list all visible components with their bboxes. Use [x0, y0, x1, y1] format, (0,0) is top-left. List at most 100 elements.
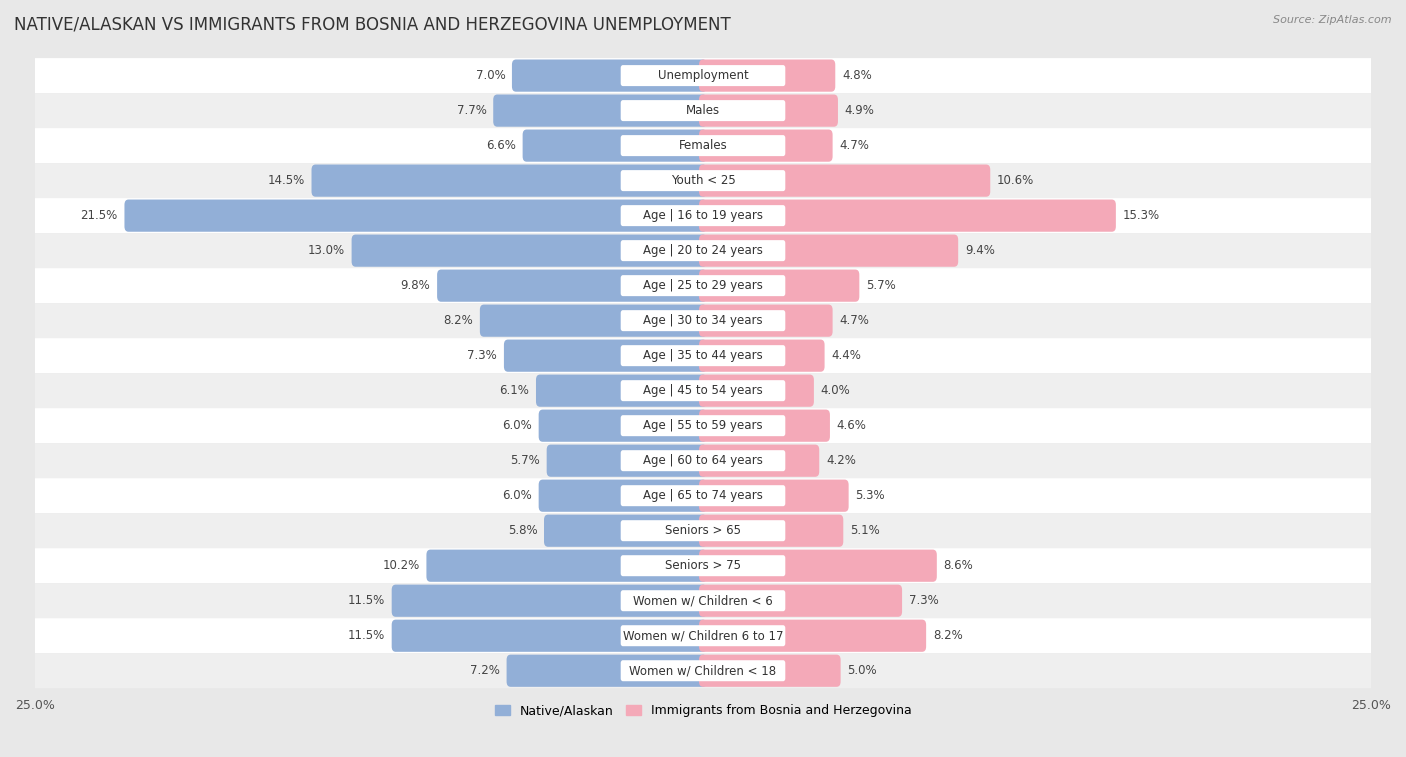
- Text: Age | 55 to 59 years: Age | 55 to 59 years: [643, 419, 763, 432]
- Text: Age | 20 to 24 years: Age | 20 to 24 years: [643, 245, 763, 257]
- FancyBboxPatch shape: [620, 590, 786, 611]
- Text: Women w/ Children < 18: Women w/ Children < 18: [630, 664, 776, 678]
- Text: 4.7%: 4.7%: [839, 314, 869, 327]
- FancyBboxPatch shape: [699, 655, 841, 687]
- Text: 5.0%: 5.0%: [848, 664, 877, 678]
- FancyBboxPatch shape: [35, 163, 1371, 198]
- Text: Seniors > 65: Seniors > 65: [665, 524, 741, 537]
- FancyBboxPatch shape: [620, 240, 786, 261]
- FancyBboxPatch shape: [437, 269, 707, 302]
- Text: 21.5%: 21.5%: [80, 209, 118, 222]
- FancyBboxPatch shape: [699, 95, 838, 126]
- FancyBboxPatch shape: [538, 410, 707, 442]
- Text: Youth < 25: Youth < 25: [671, 174, 735, 187]
- Text: Age | 25 to 29 years: Age | 25 to 29 years: [643, 279, 763, 292]
- Text: Age | 65 to 74 years: Age | 65 to 74 years: [643, 489, 763, 502]
- FancyBboxPatch shape: [699, 620, 927, 652]
- Text: 4.7%: 4.7%: [839, 139, 869, 152]
- FancyBboxPatch shape: [426, 550, 707, 582]
- Text: Age | 30 to 34 years: Age | 30 to 34 years: [643, 314, 763, 327]
- FancyBboxPatch shape: [312, 164, 707, 197]
- FancyBboxPatch shape: [35, 583, 1371, 618]
- Legend: Native/Alaskan, Immigrants from Bosnia and Herzegovina: Native/Alaskan, Immigrants from Bosnia a…: [489, 699, 917, 722]
- Text: 4.9%: 4.9%: [845, 104, 875, 117]
- FancyBboxPatch shape: [536, 375, 707, 407]
- Text: Age | 45 to 54 years: Age | 45 to 54 years: [643, 384, 763, 397]
- Text: 10.2%: 10.2%: [382, 559, 420, 572]
- FancyBboxPatch shape: [35, 93, 1371, 128]
- Text: 7.3%: 7.3%: [908, 594, 939, 607]
- FancyBboxPatch shape: [620, 625, 786, 646]
- Text: Age | 16 to 19 years: Age | 16 to 19 years: [643, 209, 763, 222]
- FancyBboxPatch shape: [35, 338, 1371, 373]
- FancyBboxPatch shape: [35, 408, 1371, 443]
- Text: 7.2%: 7.2%: [470, 664, 501, 678]
- FancyBboxPatch shape: [620, 275, 786, 296]
- FancyBboxPatch shape: [35, 303, 1371, 338]
- Text: 4.6%: 4.6%: [837, 419, 866, 432]
- FancyBboxPatch shape: [35, 478, 1371, 513]
- Text: Males: Males: [686, 104, 720, 117]
- Text: 5.7%: 5.7%: [510, 454, 540, 467]
- Text: 6.0%: 6.0%: [502, 489, 531, 502]
- FancyBboxPatch shape: [35, 233, 1371, 268]
- FancyBboxPatch shape: [620, 555, 786, 576]
- FancyBboxPatch shape: [620, 415, 786, 436]
- Text: 5.8%: 5.8%: [508, 524, 537, 537]
- FancyBboxPatch shape: [699, 410, 830, 442]
- FancyBboxPatch shape: [699, 60, 835, 92]
- Text: Women w/ Children < 6: Women w/ Children < 6: [633, 594, 773, 607]
- FancyBboxPatch shape: [503, 340, 707, 372]
- FancyBboxPatch shape: [699, 235, 959, 266]
- Text: 8.6%: 8.6%: [943, 559, 973, 572]
- FancyBboxPatch shape: [547, 444, 707, 477]
- FancyBboxPatch shape: [620, 65, 786, 86]
- FancyBboxPatch shape: [620, 660, 786, 681]
- FancyBboxPatch shape: [35, 128, 1371, 163]
- Text: 6.6%: 6.6%: [486, 139, 516, 152]
- Text: 7.3%: 7.3%: [467, 349, 498, 362]
- FancyBboxPatch shape: [620, 520, 786, 541]
- Text: 15.3%: 15.3%: [1122, 209, 1160, 222]
- FancyBboxPatch shape: [392, 584, 707, 617]
- FancyBboxPatch shape: [699, 269, 859, 302]
- Text: 6.0%: 6.0%: [502, 419, 531, 432]
- FancyBboxPatch shape: [35, 443, 1371, 478]
- FancyBboxPatch shape: [620, 135, 786, 156]
- FancyBboxPatch shape: [35, 268, 1371, 303]
- FancyBboxPatch shape: [479, 304, 707, 337]
- FancyBboxPatch shape: [544, 515, 707, 547]
- Text: 13.0%: 13.0%: [308, 245, 344, 257]
- Text: 10.6%: 10.6%: [997, 174, 1035, 187]
- FancyBboxPatch shape: [620, 380, 786, 401]
- Text: 5.3%: 5.3%: [855, 489, 884, 502]
- FancyBboxPatch shape: [392, 620, 707, 652]
- Text: 7.0%: 7.0%: [475, 69, 505, 82]
- FancyBboxPatch shape: [35, 548, 1371, 583]
- Text: 4.8%: 4.8%: [842, 69, 872, 82]
- FancyBboxPatch shape: [699, 550, 936, 582]
- FancyBboxPatch shape: [620, 100, 786, 121]
- FancyBboxPatch shape: [620, 310, 786, 331]
- FancyBboxPatch shape: [35, 618, 1371, 653]
- FancyBboxPatch shape: [699, 129, 832, 162]
- FancyBboxPatch shape: [699, 340, 824, 372]
- Text: 9.4%: 9.4%: [965, 245, 995, 257]
- FancyBboxPatch shape: [699, 480, 849, 512]
- Text: 7.7%: 7.7%: [457, 104, 486, 117]
- Text: 4.4%: 4.4%: [831, 349, 860, 362]
- Text: Source: ZipAtlas.com: Source: ZipAtlas.com: [1274, 15, 1392, 25]
- FancyBboxPatch shape: [699, 304, 832, 337]
- FancyBboxPatch shape: [699, 200, 1116, 232]
- FancyBboxPatch shape: [699, 375, 814, 407]
- FancyBboxPatch shape: [35, 513, 1371, 548]
- Text: Women w/ Children 6 to 17: Women w/ Children 6 to 17: [623, 629, 783, 642]
- FancyBboxPatch shape: [35, 198, 1371, 233]
- Text: 14.5%: 14.5%: [267, 174, 305, 187]
- Text: 8.2%: 8.2%: [443, 314, 474, 327]
- FancyBboxPatch shape: [35, 373, 1371, 408]
- Text: 5.1%: 5.1%: [851, 524, 880, 537]
- Text: 6.1%: 6.1%: [499, 384, 529, 397]
- FancyBboxPatch shape: [620, 205, 786, 226]
- Text: 5.7%: 5.7%: [866, 279, 896, 292]
